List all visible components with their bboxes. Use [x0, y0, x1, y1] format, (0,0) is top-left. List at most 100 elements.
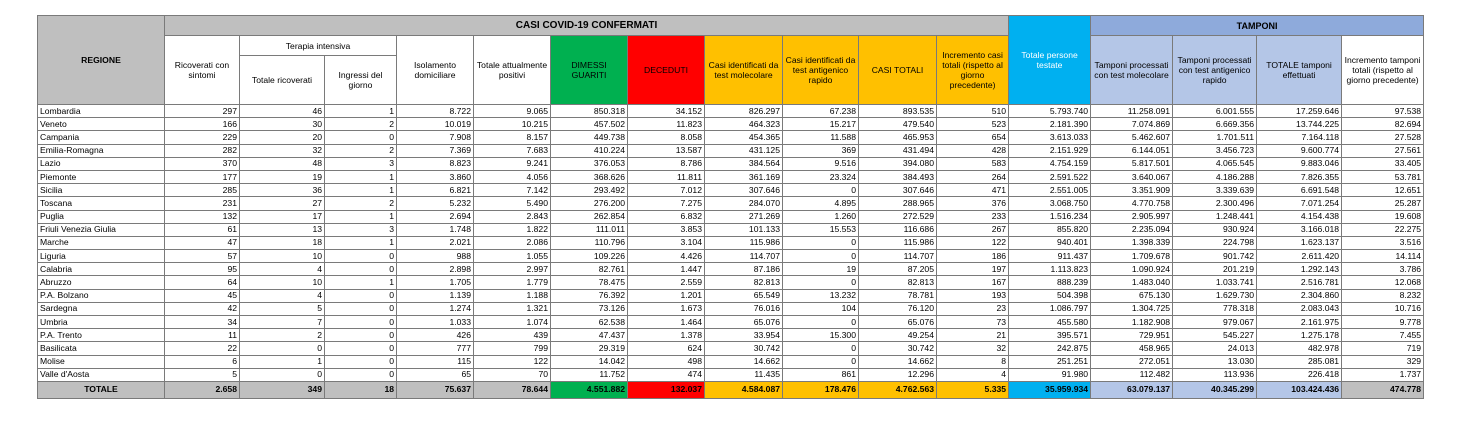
ti-ingressi-header: Ingressi del giorno: [324, 55, 397, 105]
ricoverati-cell: 64: [164, 275, 240, 290]
deceduti-cell: 3.104: [627, 235, 705, 251]
persone-testate-cell: 2.591.522: [1008, 169, 1092, 185]
ricoverati-cell: 166: [164, 117, 240, 132]
casi-totali-cell: 479.540: [858, 117, 937, 132]
casi-antigenico-header: Casi identificati da test antigenico rap…: [782, 35, 859, 105]
total-totale-positivi-cell: 78.644: [473, 380, 551, 399]
incremento-casi-cell: 4: [935, 367, 1010, 382]
ti-ingressi-cell: 0: [324, 288, 397, 303]
table-row: Emilia-Romagna 282 32 2 7.369 7.683 410.224 13.…: [37, 143, 1425, 158]
deceduti-cell: 624: [627, 341, 705, 356]
totale-positivi-cell: 2.997: [473, 262, 551, 277]
casi-totali-cell: 30.742: [858, 341, 937, 356]
tamponi-molecolare-cell: 2.235.094: [1090, 222, 1174, 237]
casi-molecolare-cell: 65.076: [704, 314, 783, 330]
table-row: Friuli Venezia Giulia 61 13 3 1.748 1.822 111.…: [37, 222, 1425, 237]
total-tamponi-molecolare-cell: 63.079.137: [1090, 380, 1174, 399]
casi-antigenico-cell: 19: [782, 262, 859, 277]
casi-molecolare-cell: 65.549: [704, 288, 783, 303]
casi-totali-cell: 14.662: [858, 354, 937, 369]
totale-positivi-header: Totale attualmente positivi: [473, 35, 551, 105]
region-cell: Molise: [37, 354, 165, 369]
table-row: Valle d'Aosta 5 0 0 65 70 11.752 474 11.435 861 12…: [37, 367, 1425, 382]
tamponi-molecolare-cell: 1.090.924: [1090, 262, 1174, 277]
ti-ingressi-cell: 1: [324, 169, 397, 185]
totale-positivi-cell: 9.065: [473, 103, 551, 119]
tamponi-molecolare-cell: 6.144.051: [1090, 143, 1174, 158]
totale-positivi-cell: 1.055: [473, 249, 551, 264]
tamponi-totale-cell: 2.611.420: [1256, 249, 1343, 264]
incremento-casi-cell: 193: [935, 288, 1010, 303]
casi-antigenico-cell: 0: [782, 314, 859, 330]
incremento-casi-cell: 73: [935, 314, 1010, 330]
tamponi-antigenico-cell: 201.219: [1172, 262, 1258, 277]
casi-molecolare-cell: 30.742: [704, 341, 783, 356]
tamponi-antigenico-cell: 1.701.511: [1172, 130, 1258, 145]
deceduti-cell: 11.811: [627, 169, 705, 185]
incremento-tamponi-cell: 9.778: [1341, 314, 1425, 330]
totale-positivi-cell: 439: [473, 328, 551, 343]
tamponi-molecolare-cell: 458.965: [1090, 341, 1174, 356]
incremento-casi-cell: 8: [935, 354, 1010, 369]
region-cell: Valle d'Aosta: [37, 367, 165, 382]
tamponi-antigenico-cell: 24.013: [1172, 341, 1258, 356]
casi-totali-cell: 114.707: [858, 249, 937, 264]
ricoverati-cell: 61: [164, 222, 240, 237]
total-isolamento-cell: 75.637: [396, 380, 474, 399]
covid-data-table: REGIONE CASI COVID-19 CONFERMATI Totale …: [37, 15, 1425, 399]
tamponi-totale-cell: 7.071.254: [1256, 196, 1343, 211]
ricoverati-cell: 231: [164, 196, 240, 211]
ti-totale-cell: 4: [239, 288, 325, 303]
incremento-tamponi-header: Incremento tamponi totali (rispetto al g…: [1341, 35, 1425, 105]
total-incremento-casi-cell: 5.335: [935, 380, 1010, 399]
incremento-casi-cell: 186: [935, 249, 1010, 264]
ricoverati-cell: 47: [164, 235, 240, 251]
region-cell: Puglia: [37, 209, 165, 224]
total-ricoverati-cell: 2.658: [164, 380, 240, 399]
persone-testate-cell: 1.113.823: [1008, 262, 1092, 277]
incremento-tamponi-cell: 82.694: [1341, 117, 1425, 132]
incremento-casi-cell: 21: [935, 328, 1010, 343]
casi-totali-cell: 82.813: [858, 275, 937, 290]
tamponi-molecolare-cell: 112.482: [1090, 367, 1174, 382]
incremento-casi-cell: 197: [935, 262, 1010, 277]
totale-positivi-cell: 799: [473, 341, 551, 356]
totale-positivi-cell: 7.683: [473, 143, 551, 158]
casi-totali-cell: 116.686: [858, 222, 937, 237]
incremento-tamponi-cell: 8.232: [1341, 288, 1425, 303]
persone-testate-cell: 3.613.033: [1008, 130, 1092, 145]
casi-molecolare-cell: 87.186: [704, 262, 783, 277]
incremento-tamponi-cell: 27.561: [1341, 143, 1425, 158]
ti-ingressi-cell: 2: [324, 117, 397, 132]
ricoverati-cell: 95: [164, 262, 240, 277]
ti-totale-cell: 1: [239, 354, 325, 369]
incremento-casi-cell: 523: [935, 117, 1010, 132]
isolamento-cell: 2.898: [396, 262, 474, 277]
casi-molecolare-cell: 115.986: [704, 235, 783, 251]
ti-ingressi-cell: 0: [324, 367, 397, 382]
tamponi-molecolare-cell: 4.770.758: [1090, 196, 1174, 211]
tamponi-antigenico-cell: 3.456.723: [1172, 143, 1258, 158]
incremento-tamponi-cell: 53.781: [1341, 169, 1425, 185]
casi-antigenico-cell: 15.300: [782, 328, 859, 343]
tamponi-molecolare-cell: 11.258.091: [1090, 103, 1174, 119]
isolamento-cell: 1.748: [396, 222, 474, 237]
tamponi-antigenico-cell: 545.227: [1172, 328, 1258, 343]
incremento-casi-cell: 583: [935, 156, 1010, 171]
dimessi-cell: 368.626: [550, 169, 628, 185]
incremento-casi-cell: 264: [935, 169, 1010, 185]
incremento-casi-cell: 428: [935, 143, 1010, 158]
region-cell: Sicilia: [37, 183, 165, 198]
casi-antigenico-cell: 0: [782, 183, 859, 198]
incremento-casi-header: Incremento casi totali (rispetto al gior…: [935, 35, 1010, 105]
persone-testate-cell: 395.571: [1008, 328, 1092, 343]
persone-testate-cell: 888.239: [1008, 275, 1092, 290]
tamponi-totale-cell: 7.164.118: [1256, 130, 1343, 145]
casi-molecolare-cell: 464.323: [704, 117, 783, 132]
totale-positivi-cell: 122: [473, 354, 551, 369]
ti-ingressi-cell: 3: [324, 156, 397, 171]
tamponi-molecolare-header: Tamponi processati con test molecolare: [1090, 35, 1174, 105]
table-row: Abruzzo 64 10 1 1.705 1.779 78.475 2.559 82.813 0…: [37, 275, 1425, 290]
dimessi-cell: 62.538: [550, 314, 628, 330]
tamponi-molecolare-cell: 5.817.501: [1090, 156, 1174, 171]
